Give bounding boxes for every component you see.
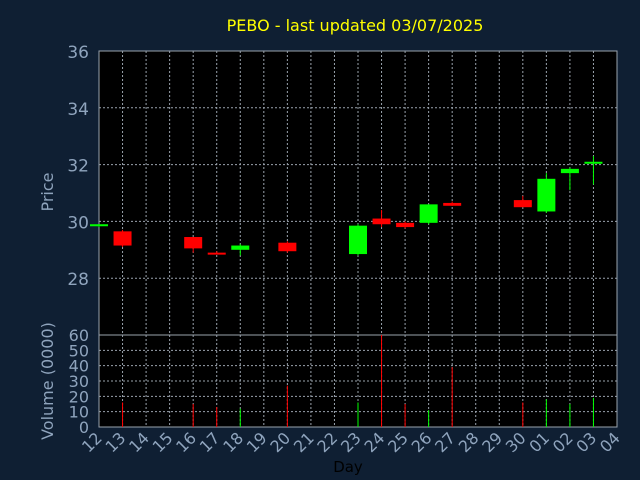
candle-body <box>396 222 415 228</box>
candle <box>584 156 603 185</box>
candle-body <box>184 237 203 249</box>
x-axis: 1213141516171819202122232425262728293001… <box>78 428 624 456</box>
volume-axis-label: Volume (0000) <box>38 322 57 440</box>
candle-body <box>113 231 132 246</box>
price-tick-label: 34 <box>67 100 89 120</box>
candle <box>184 237 203 253</box>
x-axis-label: Day <box>333 458 363 476</box>
volume-tick-label: 10 <box>69 403 89 422</box>
candle <box>443 201 462 206</box>
price-panel: 28 30 32 34 36 <box>67 43 618 336</box>
candle-body <box>349 225 367 255</box>
volume-tick-label: 0 <box>79 418 89 437</box>
volume-tick-label: 50 <box>69 341 89 360</box>
candle-body <box>419 204 438 223</box>
candle-body <box>231 245 250 250</box>
candle <box>207 251 226 255</box>
candle-body <box>207 252 226 255</box>
candle <box>278 241 297 253</box>
candle-body <box>372 218 391 225</box>
candle-body <box>560 168 579 174</box>
price-axis-label: Price <box>38 172 57 211</box>
candle <box>231 244 250 256</box>
volume-tick-label: 60 <box>69 326 89 345</box>
candle <box>537 173 556 213</box>
x-tick-label: 04 <box>596 428 624 456</box>
volume-tick-label: 40 <box>69 357 89 376</box>
candle-body <box>537 178 556 212</box>
price-tick-label: 28 <box>67 270 89 290</box>
candle-body <box>584 161 603 164</box>
candle <box>396 221 415 229</box>
candle-body <box>513 200 532 208</box>
volume-tick-label: 20 <box>69 387 89 406</box>
candle <box>419 204 438 225</box>
candle <box>113 229 132 247</box>
candle-body <box>443 202 462 206</box>
price-tick-label: 32 <box>67 157 89 177</box>
price-tick-label: 30 <box>67 213 89 233</box>
candle <box>513 195 532 208</box>
chart-title: PEBO - last updated 03/07/2025 <box>227 16 484 35</box>
candle-body <box>90 224 108 227</box>
candle <box>349 224 367 256</box>
price-tick-label: 36 <box>67 43 89 63</box>
candle-body <box>278 242 297 252</box>
volume-tick-label: 30 <box>69 372 89 391</box>
candle <box>560 167 579 191</box>
candle <box>90 224 108 228</box>
candle <box>372 210 391 228</box>
